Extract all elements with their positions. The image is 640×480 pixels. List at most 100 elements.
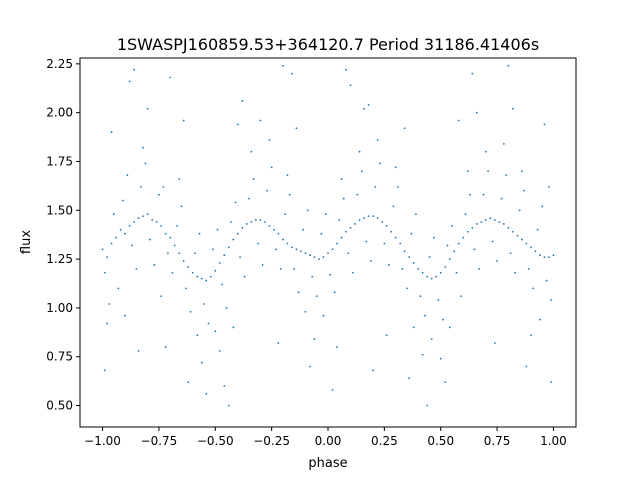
data-point [232, 238, 235, 241]
data-point [306, 209, 309, 212]
data-point [180, 205, 183, 208]
y-tick-label: 1.75 [46, 154, 73, 168]
data-point [318, 258, 320, 260]
data-point [363, 217, 365, 220]
data-point [340, 178, 343, 180]
data-point [351, 271, 354, 274]
data-point [295, 127, 298, 130]
data-point [142, 215, 145, 218]
data-point [509, 252, 512, 255]
data-point [426, 404, 429, 407]
data-point [221, 283, 223, 286]
data-point [196, 334, 199, 337]
data-point [112, 213, 115, 216]
data-point [338, 219, 341, 221]
data-point [367, 215, 370, 218]
data-point [205, 392, 208, 395]
data-point [230, 221, 232, 223]
data-point [448, 258, 451, 260]
data-point [455, 271, 458, 274]
data-point [448, 326, 451, 329]
data-point [245, 223, 248, 225]
data-point [293, 267, 296, 270]
data-point [435, 275, 438, 278]
data-point [514, 271, 517, 274]
data-point [270, 166, 273, 169]
data-point [527, 267, 530, 270]
data-point [417, 267, 420, 270]
data-point [484, 219, 487, 221]
data-point [203, 303, 205, 305]
data-point [466, 230, 469, 233]
data-point [261, 264, 264, 266]
data-point [428, 256, 431, 259]
data-point [550, 299, 553, 301]
data-point [444, 266, 447, 268]
data-point [142, 146, 145, 149]
data-point [507, 226, 510, 229]
data-point [487, 170, 489, 173]
data-point [471, 226, 474, 229]
data-point [482, 193, 485, 196]
x-axis-label: phase [308, 456, 347, 471]
data-point [277, 232, 280, 235]
data-point [110, 242, 113, 245]
data-point [117, 287, 120, 290]
data-point [227, 246, 230, 249]
data-point [525, 242, 528, 245]
data-point [282, 238, 284, 241]
x-tick-label: −0.25 [253, 434, 290, 448]
data-point [259, 219, 262, 221]
data-point [387, 264, 390, 266]
data-point [491, 240, 494, 243]
data-point [311, 275, 314, 278]
data-point [473, 248, 476, 251]
data-point [336, 346, 338, 348]
data-point [124, 314, 126, 317]
data-point [223, 385, 226, 387]
x-tick-label: 0.00 [315, 434, 342, 448]
data-point [291, 72, 293, 75]
data-point [493, 219, 496, 221]
data-point [176, 225, 178, 227]
data-point [466, 170, 469, 173]
data-point [259, 119, 262, 122]
data-point [295, 248, 298, 251]
data-point [178, 252, 181, 255]
data-point [394, 166, 397, 169]
data-point [232, 326, 235, 329]
data-point [446, 244, 449, 247]
data-point [439, 271, 442, 274]
data-point [248, 197, 250, 200]
data-point [439, 357, 442, 360]
data-point [376, 139, 379, 141]
data-point [164, 346, 167, 348]
data-point [374, 185, 377, 188]
data-point [130, 244, 133, 247]
data-point [378, 162, 381, 165]
data-point [385, 334, 388, 337]
data-point [110, 131, 113, 134]
chart-title: 1SWASPJ160859.53+364120.7 Period 31186.4… [117, 35, 539, 54]
data-point [236, 123, 239, 126]
data-point [139, 185, 142, 188]
x-tick-label: 0.25 [371, 434, 398, 448]
data-point [511, 230, 514, 233]
data-point [119, 228, 122, 231]
data-point [539, 318, 541, 321]
data-point [135, 267, 138, 270]
data-point [239, 256, 241, 259]
y-tick-label: 0.50 [46, 399, 73, 413]
data-point [198, 232, 201, 235]
data-point [121, 199, 124, 202]
data-point [539, 254, 541, 257]
data-point [313, 338, 316, 341]
data-point [250, 150, 253, 153]
data-point [403, 127, 406, 130]
data-point [268, 225, 271, 227]
data-point [421, 271, 424, 274]
data-point [106, 322, 108, 325]
data-point [496, 260, 498, 262]
data-point [309, 254, 311, 257]
data-point [345, 230, 347, 233]
